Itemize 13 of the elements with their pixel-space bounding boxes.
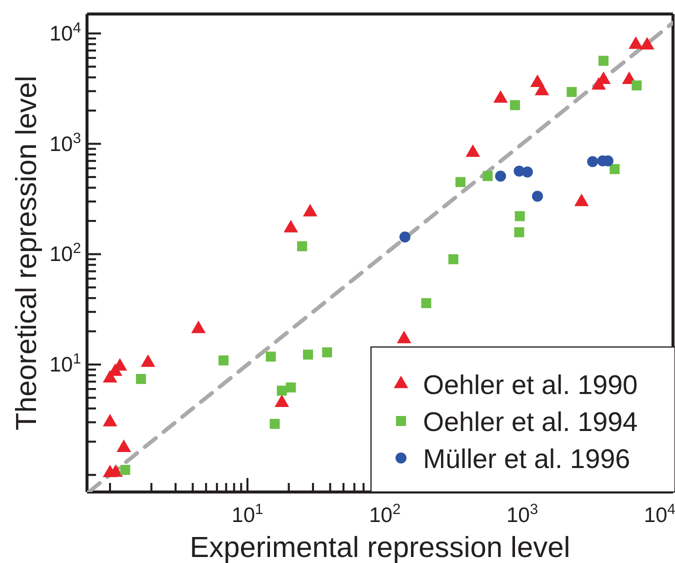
y-tick-label: 10$^{1}$	[49, 352, 81, 377]
x-tick-label: 10$^{4}$	[644, 502, 675, 527]
x-tick-label: 10$^{2}$	[369, 502, 401, 527]
legend-label: Oehler et al. 1994	[423, 407, 638, 437]
legend-label: Oehler et al. 1990	[423, 370, 638, 400]
x-axis-title: Experimental repression level	[190, 532, 570, 563]
x-tick-label: 10$^{1}$	[232, 502, 264, 527]
y-axis-title: Theoretical repression level	[11, 76, 43, 430]
y-tick-label: 10$^{2}$	[49, 241, 81, 266]
y-tick-label: 10$^{3}$	[49, 130, 81, 156]
y-tick-label: 10$^{4}$	[49, 20, 81, 46]
x-tick-label: 10$^{3}$	[506, 502, 538, 527]
legend-label: Müller et al. 1996	[423, 444, 630, 474]
